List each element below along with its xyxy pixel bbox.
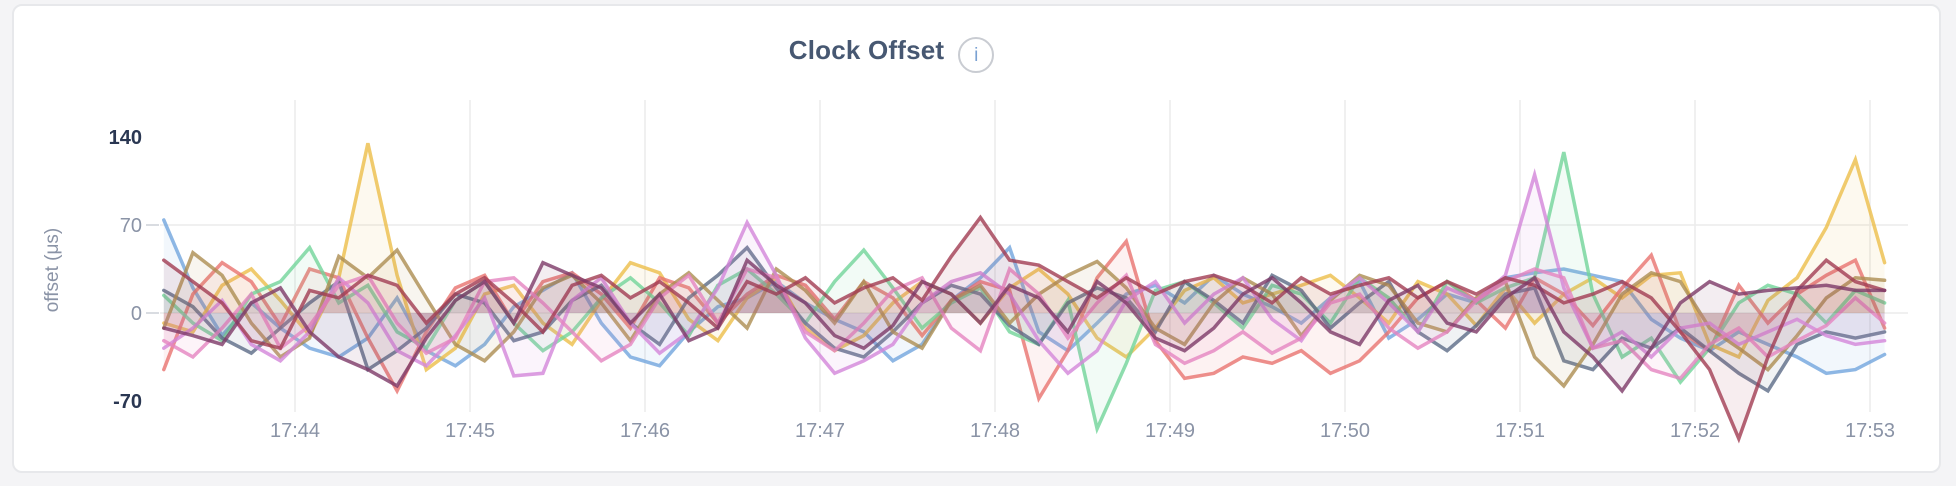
y-tick-label-140: 140 [109,127,142,149]
y-tick-label--70: -70 [113,391,142,413]
series-area-series-8 [163,269,1885,379]
y-tick-label-0: 0 [131,303,142,325]
x-tick-label-17:52: 17:52 [1670,420,1720,442]
series-area-series-1 [163,220,1885,374]
x-tick-label-17:46: 17:46 [620,420,670,442]
y-tick-label-70: 70 [120,215,142,237]
series-line-series-6 [162,247,1887,389]
x-tick-label-17:51: 17:51 [1495,420,1545,442]
series-area-series-10 [163,260,1885,391]
info-icon[interactable]: i [958,37,995,73]
x-tick-label-17:50: 17:50 [1320,420,1370,442]
x-tick-label-17:48: 17:48 [970,420,1020,442]
x-tick-label-17:44: 17:44 [270,420,320,442]
y-axis-title: offset (μs) [42,228,63,313]
series-line-series-10 [162,257,1887,394]
x-tick-label-17:49: 17:49 [1145,420,1195,442]
chart-title: Clock Offset [788,34,945,65]
chart-panel: Clock Offset i 17:44 17:45 17:46 17:47 17:48… [12,4,1941,473]
series-group [162,142,1887,444]
series-line-series-8 [162,266,1887,381]
x-tick-label-17:53: 17:53 [1845,420,1895,442]
series-line-series-2 [162,142,1887,373]
series-area-series-7 [163,174,1885,376]
series-area-series-6 [163,250,1885,386]
x-tick-label-17:47: 17:47 [795,420,845,442]
chart-header: Clock Offset i [14,28,1769,73]
series-line-series-3 [162,237,1887,403]
x-tick-label-17:45: 17:45 [445,420,495,442]
series-line-series-9 [162,214,1887,444]
info-icon-glyph: i [974,44,979,66]
clock-offset-chart[interactable]: 17:44 17:45 17:46 17:47 17:48 17:49 17:50 17:51… [14,6,1943,473]
